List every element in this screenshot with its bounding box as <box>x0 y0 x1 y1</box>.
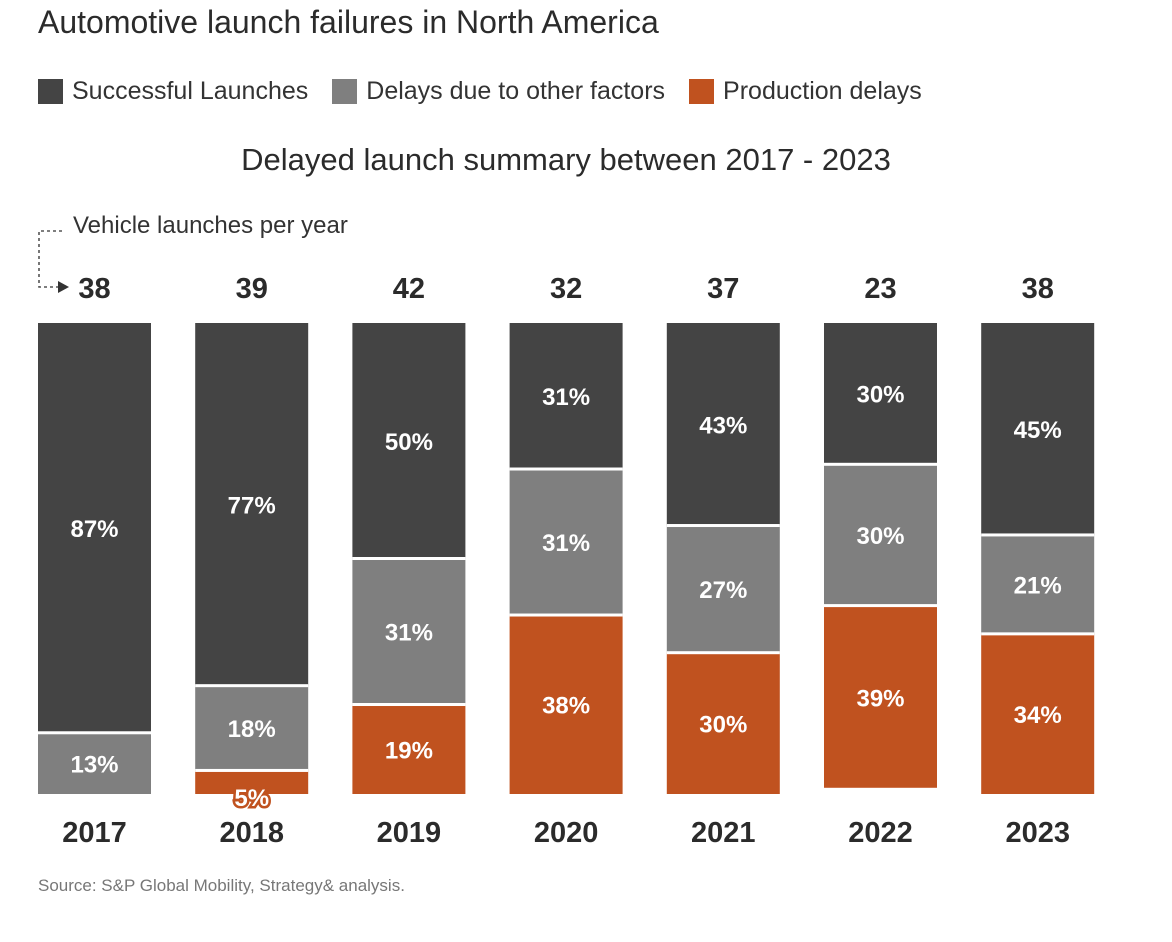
annotation-arrow <box>38 230 69 293</box>
data-label-2017-s0: 87% <box>70 516 118 543</box>
data-label-2019-s1: 31% <box>385 620 433 647</box>
segment-divider-2019-1 <box>352 703 466 707</box>
data-label-2018-s1: 18% <box>228 716 276 743</box>
data-label-2017-s1: 13% <box>70 751 118 778</box>
segment-divider-2021-1 <box>666 651 780 655</box>
x-tick-label-2019: 2019 <box>377 817 442 849</box>
source-note: Source: S&P Global Mobility, Strategy& a… <box>38 876 405 895</box>
data-label-2018-s2: 5% <box>234 785 269 812</box>
segment-divider-2018-0 <box>195 684 309 688</box>
data-label-2021-s2: 30% <box>699 711 747 738</box>
bar-segment-2019-s2 <box>352 704 466 794</box>
segment-divider-2019-0 <box>352 557 466 560</box>
data-label-2023-s0: 45% <box>1014 417 1062 444</box>
data-label-2022-s0: 30% <box>856 382 904 409</box>
data-label-2022-s1: 30% <box>856 523 904 550</box>
bars <box>38 323 1095 794</box>
segment-divider-2021-0 <box>666 524 780 528</box>
legend-label-other-delays: Delays due to other factors <box>366 76 666 105</box>
x-tick-label-2017: 2017 <box>62 817 127 849</box>
total-label-2019: 42 <box>393 273 425 305</box>
legend-item-successful: Successful Launches <box>38 77 308 106</box>
segment-divider-2023-0 <box>981 533 1095 537</box>
data-label-2019-s0: 50% <box>385 429 433 456</box>
bar-segment-2020-s1 <box>509 469 623 616</box>
bar-segment-2022-s2 <box>824 605 937 790</box>
total-label-2020: 32 <box>550 273 582 305</box>
segment-divider-2017-0 <box>38 731 151 735</box>
segment-divider-2023-1 <box>981 632 1095 636</box>
bar-segment-2018-s1 <box>195 685 309 771</box>
data-label-2021-s1: 27% <box>699 577 747 604</box>
bar-segment-2021-s2 <box>666 652 780 794</box>
bar-segment-2020-s0 <box>509 323 623 470</box>
data-label-2018-s0: 77% <box>228 492 276 519</box>
total-label-2021: 37 <box>707 273 739 305</box>
x-tick-label-2023: 2023 <box>1005 817 1070 849</box>
legend-swatch-other-delays <box>332 78 358 104</box>
x-tick-label-2020: 2020 <box>534 817 599 849</box>
data-label-2019-s2: 19% <box>385 737 433 764</box>
bar-segment-2019-s1 <box>352 558 466 705</box>
bar-segment-2022-s1 <box>824 464 937 606</box>
bar-segment-2020-s2 <box>509 615 623 794</box>
bar-segment-2017-s0 <box>38 323 151 733</box>
x-tick-label-2018: 2018 <box>219 817 284 849</box>
segment-divider-2022-1 <box>824 604 937 608</box>
annotation-arrow-head <box>58 281 69 293</box>
bar-segment-2018-s2 <box>195 770 309 794</box>
legend-label-production-delays: Production delays <box>723 76 922 105</box>
bar-segment-2023-s1 <box>981 534 1095 634</box>
total-label-2023: 38 <box>1022 273 1054 305</box>
legend-swatch-production-delays <box>689 78 715 104</box>
bar-segment-2019-s0 <box>352 323 466 559</box>
total-label-2017: 38 <box>78 273 110 305</box>
data-label-2020-s0: 31% <box>542 384 590 411</box>
chart-title: Automotive launch failures in North Amer… <box>38 4 659 40</box>
annotation-arrow-line <box>38 230 62 288</box>
bar-segment-2021-s1 <box>666 525 780 653</box>
bar-segment-2018-s0 <box>195 323 309 686</box>
bar-segment-2021-s0 <box>666 323 780 526</box>
segment-divider-2020-1 <box>509 613 623 617</box>
total-label-2022: 23 <box>864 273 896 305</box>
chart-subtitle: Delayed launch summary between 2017 - 20… <box>241 142 891 177</box>
bar-segment-2022-s0 <box>824 323 937 465</box>
segment-divider-2022-2 <box>824 787 937 791</box>
data-label-2023-s2: 34% <box>1014 702 1062 729</box>
legend-swatch-successful <box>38 78 63 104</box>
segment-divider-2018-1 <box>195 768 309 772</box>
data-label-2023-s1: 21% <box>1014 572 1062 599</box>
x-tick-label-2021: 2021 <box>691 817 756 849</box>
data-label-2022-s2: 39% <box>856 685 904 712</box>
data-label-2020-s2: 38% <box>542 693 590 720</box>
legend-label-successful: Successful Launches <box>72 76 309 105</box>
data-label-2021-s0: 43% <box>699 412 747 439</box>
legend-item-production-delays: Production delays <box>689 77 922 106</box>
data-label-2020-s1: 31% <box>542 530 590 557</box>
legend: Successful Launches Delays due to other … <box>38 76 946 106</box>
total-label-2018: 39 <box>236 273 268 305</box>
legend-item-other-delays: Delays due to other factors <box>332 77 665 106</box>
segment-divider-2022-0 <box>824 462 937 466</box>
bar-segment-2017-s1 <box>38 732 151 794</box>
x-tick-label-2022: 2022 <box>848 817 913 849</box>
labels: 87% 13% 38 2017 77% 18% 5% 39 2018 50% 31% 19% 42 201… <box>62 273 1070 849</box>
bar-segment-2023-s2 <box>981 633 1095 794</box>
bar-segment-2023-s0 <box>981 323 1095 535</box>
segment-divider-2020-0 <box>509 467 623 471</box>
annotation-launches-per-year: Vehicle launches per year <box>73 212 348 239</box>
